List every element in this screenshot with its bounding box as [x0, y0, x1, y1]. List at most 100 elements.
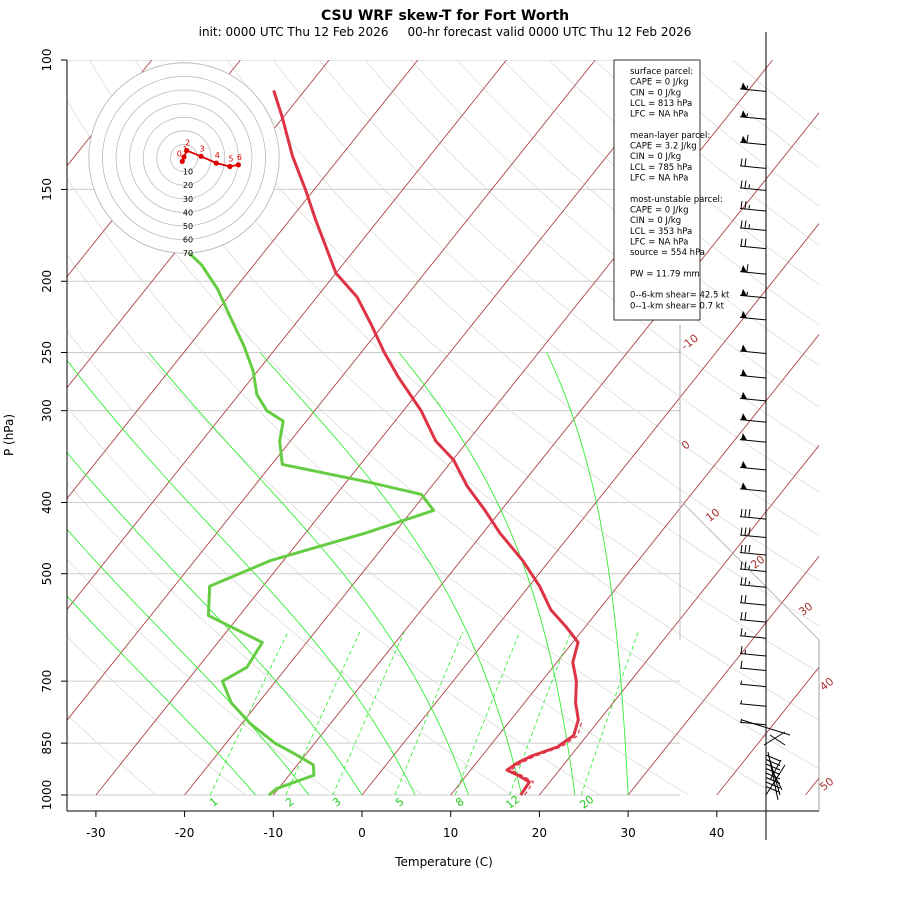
- mixing-ratio-label: 3: [330, 795, 344, 810]
- hodograph-ring: [156, 130, 212, 186]
- wind-barb-staff: [739, 294, 767, 299]
- wind-barb-full: [744, 595, 747, 603]
- low-level-wind-barb: [765, 781, 781, 789]
- wind-barb: [739, 220, 767, 231]
- dry-adiabat: [272, 60, 819, 537]
- wind-barb-full: [740, 200, 743, 209]
- isotherm: [272, 112, 819, 796]
- wind-barb-full: [744, 220, 747, 228]
- wind-barb: [739, 238, 767, 250]
- pressure-tick-label: 200: [40, 270, 54, 293]
- parcel-info-line: surface parcel:: [630, 67, 693, 77]
- moist-adiabat: [546, 352, 629, 796]
- wind-barb-full: [744, 577, 747, 585]
- dry-adiabat: [502, 60, 819, 326]
- moist-adiabat: [67, 528, 310, 796]
- low-level-wind-barb: [765, 777, 781, 784]
- wind-barb-flag: [741, 82, 747, 90]
- low-level-wind-barb: [765, 768, 781, 775]
- wind-barb: [739, 180, 767, 191]
- wind-barb-half: [746, 85, 748, 89]
- hodograph-ring-label: 40: [183, 208, 193, 217]
- hodograph-ring-label: 60: [183, 236, 193, 245]
- wind-barb: [739, 413, 767, 423]
- dry-adiabat: [134, 60, 819, 673]
- isotherm: [361, 223, 819, 796]
- hodograph-point: [181, 154, 187, 160]
- wind-barb: [739, 288, 767, 299]
- hodograph-point-label: 4: [215, 151, 220, 160]
- wind-barb: [739, 460, 767, 471]
- wind-barb-full: [740, 595, 743, 603]
- wind-barb-full: [748, 509, 751, 517]
- parcel-info-line: CAPE = 0 J/kg: [630, 205, 689, 215]
- wind-barb: [739, 595, 767, 606]
- hodograph-ring-label: 10: [183, 168, 193, 177]
- wind-barb-staff: [739, 375, 767, 379]
- isotherm-label: -10: [679, 332, 701, 353]
- wind-barb: [739, 82, 767, 92]
- pressure-tick-label: 300: [40, 399, 54, 422]
- wind-barb-full: [744, 180, 747, 188]
- temperature-tick-label: 40: [709, 826, 724, 840]
- mixing-ratio-line: [580, 631, 639, 796]
- hodograph-point: [179, 158, 185, 164]
- wind-barb-staff: [739, 245, 767, 250]
- parcel-info-line: LCL = 785 hPa: [630, 163, 692, 173]
- hodograph-point: [227, 163, 233, 170]
- dry-adiabat: [67, 635, 246, 796]
- wind-barb: [739, 561, 767, 573]
- hodograph-point: [184, 147, 190, 154]
- wind-barb-full: [748, 544, 751, 553]
- wind-barb-staff: [739, 208, 767, 212]
- isotherm-label: 20: [748, 553, 767, 572]
- wind-barb-full: [748, 527, 751, 536]
- hodograph-point: [235, 162, 241, 168]
- dry-adiabat: [67, 177, 778, 796]
- wind-barb-flag: [741, 369, 747, 377]
- low-level-wind-barb: [765, 759, 781, 766]
- wind-barb-staff: [739, 534, 767, 539]
- hodograph-ring: [102, 76, 266, 240]
- wind-barb: [739, 680, 767, 688]
- wind-barb: [739, 645, 767, 657]
- wind-barb: [739, 134, 767, 146]
- wind-barb: [739, 264, 767, 275]
- hodograph-ring-label: 70: [183, 249, 193, 258]
- wind-barb-full: [744, 158, 747, 166]
- parcel-info-line: LCL = 353 hPa: [630, 227, 692, 237]
- wind-barb-flag: [741, 482, 747, 490]
- wind-barb: [739, 200, 767, 212]
- wind-barb-staff: [739, 516, 767, 520]
- wind-barb: [739, 433, 767, 443]
- wind-barb-staff: [739, 703, 767, 707]
- hodograph-ring: [142, 116, 226, 200]
- chart-title: CSU WRF skew-T for Fort Worth: [321, 8, 569, 24]
- wind-barb: [739, 660, 767, 672]
- dry-adiabat: [67, 482, 423, 796]
- temperature-tick-label: -10: [263, 826, 283, 840]
- wind-barb-staff: [739, 397, 767, 402]
- hodograph-ring: [115, 89, 253, 227]
- wind-barb-half: [748, 565, 750, 570]
- wind-barb-full: [744, 561, 747, 570]
- wind-barb-half: [748, 204, 750, 209]
- dry-adiabat: [456, 60, 819, 366]
- pressure-tick-label: 100: [40, 49, 54, 72]
- wind-barb-full: [740, 561, 743, 570]
- pressure-tick-label: 250: [40, 341, 54, 364]
- dry-adiabat: [732, 60, 819, 131]
- temperature-tick-label: -30: [86, 826, 106, 840]
- moist-adiabat: [148, 352, 469, 796]
- parcel-info-line: source = 554 hPa: [630, 248, 705, 258]
- dry-adiabat: [548, 60, 819, 285]
- low-level-wind-barb: [765, 763, 781, 771]
- wind-barb-full: [740, 577, 743, 585]
- wind-barb-staff: [739, 619, 767, 623]
- low-level-wind-barb: [741, 719, 791, 736]
- isotherm-label: 10: [703, 506, 722, 525]
- pressure-tick-label: 500: [40, 562, 54, 585]
- wind-barb-staff: [739, 141, 767, 146]
- wind-barb-full: [740, 544, 743, 553]
- wind-barb-flag: [741, 288, 747, 296]
